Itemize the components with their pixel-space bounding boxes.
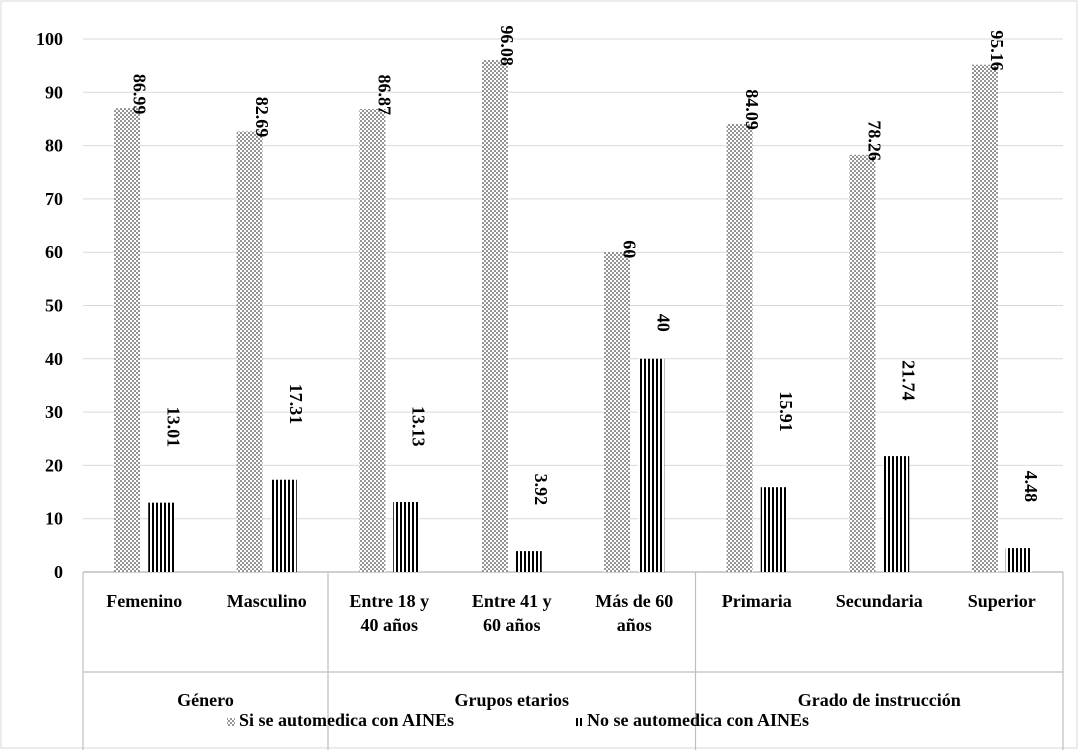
bar-no bbox=[1005, 548, 1032, 572]
legend-swatch-no bbox=[575, 718, 583, 726]
y-tick-label: 40 bbox=[45, 349, 63, 369]
data-label: 13.13 bbox=[408, 406, 428, 447]
data-label: 13.01 bbox=[163, 407, 183, 448]
legend-label-si: Si se automedica con AINEs bbox=[239, 710, 454, 730]
bar-no bbox=[883, 456, 910, 572]
data-label: 15.91 bbox=[776, 391, 796, 432]
category-label: Masculino bbox=[227, 591, 307, 611]
y-tick-label: 90 bbox=[45, 82, 63, 102]
y-tick-label: 70 bbox=[45, 189, 63, 209]
bar-no bbox=[760, 487, 787, 572]
category-label: Más de 60 bbox=[595, 591, 673, 611]
category-label: Entre 18 y bbox=[349, 591, 429, 611]
y-tick-label: 30 bbox=[45, 402, 63, 422]
data-label: 21.74 bbox=[898, 360, 918, 401]
category-label: 40 años bbox=[360, 615, 418, 635]
bar-si bbox=[849, 154, 876, 572]
data-label: 95.16 bbox=[987, 30, 1007, 71]
data-label: 60 bbox=[619, 240, 639, 258]
y-tick-label: 10 bbox=[45, 509, 63, 529]
bar-si bbox=[236, 131, 263, 572]
y-tick-label: 20 bbox=[45, 455, 63, 475]
data-label: 4.48 bbox=[1021, 471, 1041, 503]
bar-si bbox=[114, 108, 141, 573]
bar-si bbox=[726, 123, 753, 573]
bar-no bbox=[393, 502, 420, 572]
bar-no bbox=[270, 479, 297, 572]
y-tick-label: 60 bbox=[45, 242, 63, 262]
data-label: 96.08 bbox=[497, 25, 517, 66]
legend: Si se automedica con AINEs No se automedi… bbox=[227, 710, 809, 730]
group-label: Grado de instrucción bbox=[798, 690, 961, 710]
group-label: Género bbox=[177, 690, 234, 710]
bar-no bbox=[515, 551, 542, 572]
bar-si bbox=[481, 59, 508, 572]
legend-swatch-si bbox=[227, 718, 235, 726]
data-label: 86.87 bbox=[374, 74, 394, 115]
bars bbox=[114, 59, 1032, 573]
y-tick-label: 0 bbox=[54, 562, 63, 582]
bar-no bbox=[148, 502, 175, 572]
data-label: 78.26 bbox=[864, 120, 884, 161]
data-label: 40 bbox=[653, 314, 673, 332]
bar-si bbox=[604, 252, 631, 572]
bar-si bbox=[971, 64, 998, 572]
y-tick-label: 50 bbox=[45, 296, 63, 316]
category-label: Entre 41 y bbox=[472, 591, 552, 611]
category-label: años bbox=[617, 615, 652, 635]
y-tick-label: 100 bbox=[36, 29, 63, 49]
y-axis: 0 10 20 30 40 50 60 70 80 90 100 bbox=[36, 29, 63, 582]
group-label: Grupos etarios bbox=[455, 690, 570, 710]
x-axis: Femenino Masculino Entre 18 y 40 años Entre … bbox=[82, 572, 1064, 750]
y-tick-label: 80 bbox=[45, 136, 63, 156]
bar-no bbox=[638, 358, 665, 572]
category-label: Femenino bbox=[106, 591, 182, 611]
data-label: 84.09 bbox=[742, 89, 762, 130]
category-label: Superior bbox=[968, 591, 1036, 611]
data-label: 3.92 bbox=[531, 474, 551, 506]
data-label: 86.99 bbox=[129, 74, 149, 115]
bar-si bbox=[359, 108, 386, 572]
data-label: 82.69 bbox=[252, 97, 272, 138]
data-label: 17.31 bbox=[286, 384, 306, 425]
category-label: Secundaria bbox=[836, 591, 923, 611]
category-label: 60 años bbox=[483, 615, 541, 635]
data-labels: 86.99 82.69 86.87 96.08 60 84.09 78.26 95.16 13.… bbox=[129, 25, 1041, 505]
legend-label-no: No se automedica con AINEs bbox=[587, 710, 809, 730]
category-label: Primaria bbox=[722, 591, 792, 611]
